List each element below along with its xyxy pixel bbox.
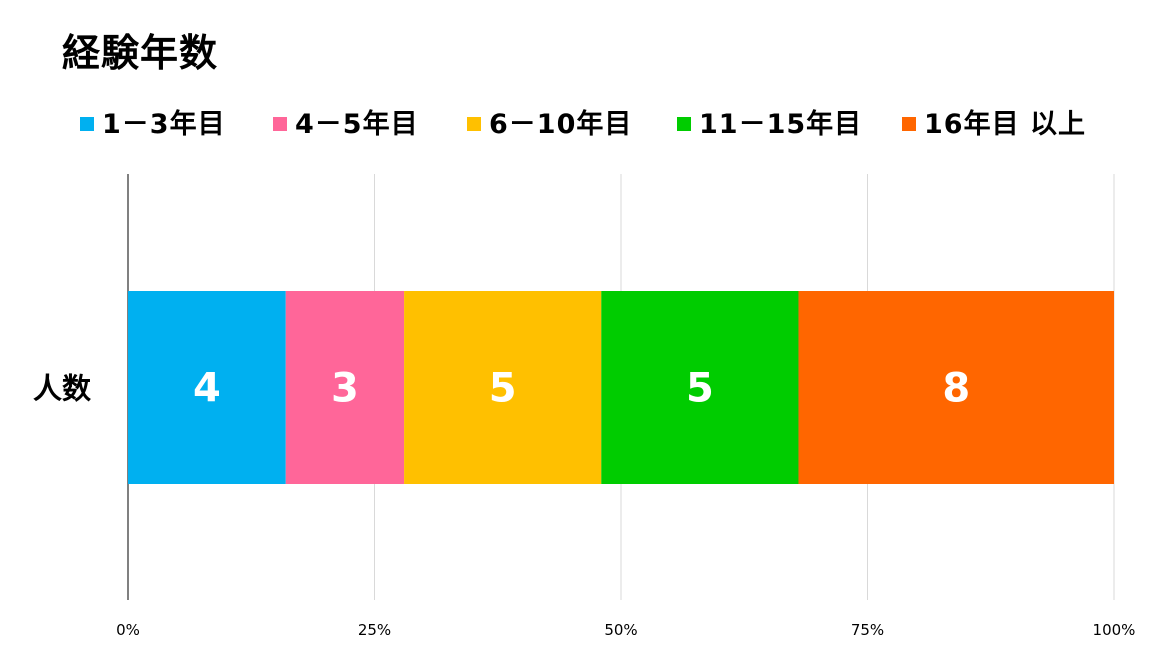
legend-label: 16年目 以上: [924, 108, 1086, 140]
legend-swatch: [677, 117, 691, 131]
x-tick-label: 25%: [358, 621, 391, 639]
legend-swatch: [467, 117, 481, 131]
data-label: 4: [193, 366, 221, 412]
legend-label: 11－15年目: [699, 108, 863, 140]
legend-swatch: [80, 117, 94, 131]
bar-segment: [601, 291, 799, 484]
legend-item: 11－15年目: [677, 106, 862, 142]
bar-segment: [798, 291, 1114, 484]
data-label: 5: [489, 366, 517, 412]
legend: 1－3年目 4－5年目 6－10年目 11－15年目 16年目 以上: [80, 106, 1120, 142]
category-label: 人数: [33, 372, 92, 406]
legend-item: 6－10年目: [467, 106, 632, 142]
chart-title: 経験年数: [62, 31, 219, 75]
x-tick-label: 75%: [851, 621, 884, 639]
legend-swatch: [273, 117, 287, 131]
legend-label: 4－5年目: [295, 108, 419, 140]
x-tick-label: 50%: [604, 621, 637, 639]
x-tick-label: 100%: [1093, 621, 1136, 639]
legend-label: 1－3年目: [102, 108, 226, 140]
x-tick-label: 0%: [116, 621, 140, 639]
legend-item: 4－5年目: [273, 106, 419, 142]
bar-segment: [128, 291, 286, 484]
legend-label: 6－10年目: [489, 108, 633, 140]
legend-item: 1－3年目: [80, 106, 226, 142]
legend-swatch: [902, 117, 916, 131]
bar-segment: [285, 291, 405, 484]
data-label: 5: [686, 366, 714, 412]
data-label: 8: [942, 366, 970, 412]
data-label: 3: [331, 366, 359, 412]
bar-segment: [404, 291, 602, 484]
legend-item: 16年目 以上: [902, 106, 1086, 142]
